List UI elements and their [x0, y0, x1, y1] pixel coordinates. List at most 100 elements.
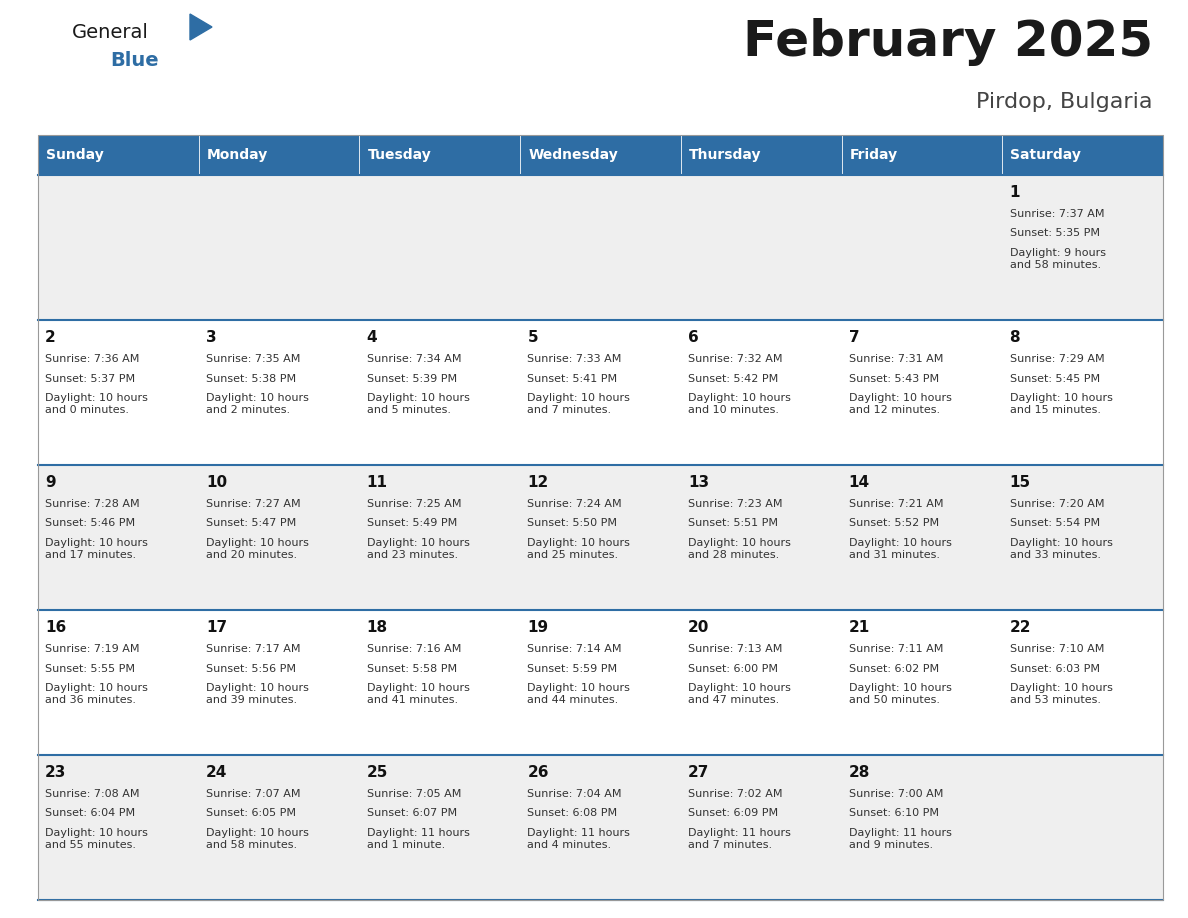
Text: Tuesday: Tuesday	[367, 148, 431, 162]
Text: Daylight: 10 hours
and 25 minutes.: Daylight: 10 hours and 25 minutes.	[527, 538, 631, 560]
Text: Sunrise: 7:07 AM: Sunrise: 7:07 AM	[206, 789, 301, 799]
Text: Sunset: 6:09 PM: Sunset: 6:09 PM	[688, 809, 778, 819]
Text: Daylight: 10 hours
and 41 minutes.: Daylight: 10 hours and 41 minutes.	[367, 683, 469, 705]
Text: Daylight: 10 hours
and 44 minutes.: Daylight: 10 hours and 44 minutes.	[527, 683, 631, 705]
Text: Daylight: 10 hours
and 20 minutes.: Daylight: 10 hours and 20 minutes.	[206, 538, 309, 560]
Text: Sunset: 5:58 PM: Sunset: 5:58 PM	[367, 664, 456, 674]
Bar	[360, 135, 520, 175]
Text: Daylight: 11 hours
and 9 minutes.: Daylight: 11 hours and 9 minutes.	[848, 828, 952, 849]
Text: Daylight: 11 hours
and 7 minutes.: Daylight: 11 hours and 7 minutes.	[688, 828, 791, 849]
Text: Sunset: 5:55 PM: Sunset: 5:55 PM	[45, 664, 135, 674]
Text: Sunset: 6:03 PM: Sunset: 6:03 PM	[1010, 664, 1100, 674]
Text: Daylight: 10 hours
and 39 minutes.: Daylight: 10 hours and 39 minutes.	[206, 683, 309, 705]
Text: Daylight: 10 hours
and 0 minutes.: Daylight: 10 hours and 0 minutes.	[45, 393, 148, 415]
Text: Sunset: 6:08 PM: Sunset: 6:08 PM	[527, 809, 618, 819]
Text: Sunrise: 7:02 AM: Sunrise: 7:02 AM	[688, 789, 783, 799]
Text: Sunday: Sunday	[46, 148, 103, 162]
Bar	[38, 755, 1163, 900]
Text: 15: 15	[1010, 475, 1031, 490]
Text: 19: 19	[527, 620, 549, 635]
Text: Monday: Monday	[207, 148, 268, 162]
Text: 3: 3	[206, 330, 216, 345]
Text: 14: 14	[848, 475, 870, 490]
Bar	[520, 135, 681, 175]
Text: Wednesday: Wednesday	[529, 148, 618, 162]
Text: Daylight: 10 hours
and 7 minutes.: Daylight: 10 hours and 7 minutes.	[527, 393, 631, 415]
Text: Daylight: 10 hours
and 2 minutes.: Daylight: 10 hours and 2 minutes.	[206, 393, 309, 415]
Text: Sunrise: 7:27 AM: Sunrise: 7:27 AM	[206, 499, 301, 509]
Text: Friday: Friday	[849, 148, 898, 162]
Text: Sunrise: 7:35 AM: Sunrise: 7:35 AM	[206, 354, 301, 364]
Text: Daylight: 10 hours
and 28 minutes.: Daylight: 10 hours and 28 minutes.	[688, 538, 791, 560]
Text: 9: 9	[45, 475, 56, 490]
Text: 10: 10	[206, 475, 227, 490]
Text: Sunrise: 7:05 AM: Sunrise: 7:05 AM	[367, 789, 461, 799]
Text: Daylight: 9 hours
and 58 minutes.: Daylight: 9 hours and 58 minutes.	[1010, 248, 1106, 270]
Text: Sunset: 6:10 PM: Sunset: 6:10 PM	[848, 809, 939, 819]
Text: Sunset: 5:41 PM: Sunset: 5:41 PM	[527, 374, 618, 384]
Text: Sunrise: 7:31 AM: Sunrise: 7:31 AM	[848, 354, 943, 364]
Text: Sunrise: 7:28 AM: Sunrise: 7:28 AM	[45, 499, 140, 509]
Text: Sunset: 6:07 PM: Sunset: 6:07 PM	[367, 809, 456, 819]
Text: 12: 12	[527, 475, 549, 490]
Text: Sunrise: 7:16 AM: Sunrise: 7:16 AM	[367, 644, 461, 654]
Text: Sunset: 5:38 PM: Sunset: 5:38 PM	[206, 374, 296, 384]
Text: 6: 6	[688, 330, 699, 345]
Text: Sunset: 5:49 PM: Sunset: 5:49 PM	[367, 519, 457, 529]
Text: Daylight: 10 hours
and 15 minutes.: Daylight: 10 hours and 15 minutes.	[1010, 393, 1112, 415]
Text: Saturday: Saturday	[1010, 148, 1081, 162]
Text: Sunrise: 7:24 AM: Sunrise: 7:24 AM	[527, 499, 623, 509]
Text: 24: 24	[206, 765, 227, 780]
Text: 26: 26	[527, 765, 549, 780]
Text: Sunrise: 7:23 AM: Sunrise: 7:23 AM	[688, 499, 783, 509]
Text: Sunset: 5:59 PM: Sunset: 5:59 PM	[527, 664, 618, 674]
Text: Sunrise: 7:17 AM: Sunrise: 7:17 AM	[206, 644, 301, 654]
Text: General: General	[72, 23, 148, 42]
Text: Sunset: 6:05 PM: Sunset: 6:05 PM	[206, 809, 296, 819]
Text: Sunset: 6:02 PM: Sunset: 6:02 PM	[848, 664, 939, 674]
Bar	[38, 175, 1163, 320]
Text: Sunrise: 7:11 AM: Sunrise: 7:11 AM	[848, 644, 943, 654]
Text: Sunrise: 7:21 AM: Sunrise: 7:21 AM	[848, 499, 943, 509]
Text: Daylight: 10 hours
and 17 minutes.: Daylight: 10 hours and 17 minutes.	[45, 538, 148, 560]
Text: 13: 13	[688, 475, 709, 490]
Text: Daylight: 10 hours
and 47 minutes.: Daylight: 10 hours and 47 minutes.	[688, 683, 791, 705]
Text: Thursday: Thursday	[689, 148, 762, 162]
Text: 1: 1	[1010, 185, 1020, 200]
Text: Sunrise: 7:13 AM: Sunrise: 7:13 AM	[688, 644, 783, 654]
Text: Sunset: 5:54 PM: Sunset: 5:54 PM	[1010, 519, 1100, 529]
Text: 25: 25	[367, 765, 388, 780]
Text: Sunset: 5:50 PM: Sunset: 5:50 PM	[527, 519, 618, 529]
Text: 22: 22	[1010, 620, 1031, 635]
Text: 18: 18	[367, 620, 387, 635]
Bar	[1003, 135, 1163, 175]
Text: 16: 16	[45, 620, 67, 635]
Text: Daylight: 10 hours
and 58 minutes.: Daylight: 10 hours and 58 minutes.	[206, 828, 309, 849]
Text: 2: 2	[45, 330, 56, 345]
Text: Sunset: 5:39 PM: Sunset: 5:39 PM	[367, 374, 456, 384]
Text: 7: 7	[848, 330, 859, 345]
Text: Daylight: 10 hours
and 12 minutes.: Daylight: 10 hours and 12 minutes.	[848, 393, 952, 415]
Text: Blue: Blue	[110, 51, 159, 70]
Text: 4: 4	[367, 330, 378, 345]
Text: Sunrise: 7:32 AM: Sunrise: 7:32 AM	[688, 354, 783, 364]
Bar	[38, 135, 1163, 900]
Bar	[198, 135, 360, 175]
Text: Sunset: 5:37 PM: Sunset: 5:37 PM	[45, 374, 135, 384]
Text: Sunrise: 7:19 AM: Sunrise: 7:19 AM	[45, 644, 140, 654]
Bar	[38, 610, 1163, 755]
Text: Sunset: 5:45 PM: Sunset: 5:45 PM	[1010, 374, 1100, 384]
Text: Sunrise: 7:37 AM: Sunrise: 7:37 AM	[1010, 209, 1104, 219]
Text: Pirdop, Bulgaria: Pirdop, Bulgaria	[977, 92, 1154, 112]
Text: 5: 5	[527, 330, 538, 345]
Bar	[681, 135, 841, 175]
Text: Daylight: 10 hours
and 33 minutes.: Daylight: 10 hours and 33 minutes.	[1010, 538, 1112, 560]
Text: Sunrise: 7:36 AM: Sunrise: 7:36 AM	[45, 354, 140, 364]
Text: Sunrise: 7:34 AM: Sunrise: 7:34 AM	[367, 354, 461, 364]
Text: Sunrise: 7:10 AM: Sunrise: 7:10 AM	[1010, 644, 1104, 654]
Text: February 2025: February 2025	[742, 18, 1154, 66]
Text: Daylight: 11 hours
and 4 minutes.: Daylight: 11 hours and 4 minutes.	[527, 828, 631, 849]
Text: Daylight: 10 hours
and 5 minutes.: Daylight: 10 hours and 5 minutes.	[367, 393, 469, 415]
Text: Daylight: 10 hours
and 53 minutes.: Daylight: 10 hours and 53 minutes.	[1010, 683, 1112, 705]
Text: 17: 17	[206, 620, 227, 635]
